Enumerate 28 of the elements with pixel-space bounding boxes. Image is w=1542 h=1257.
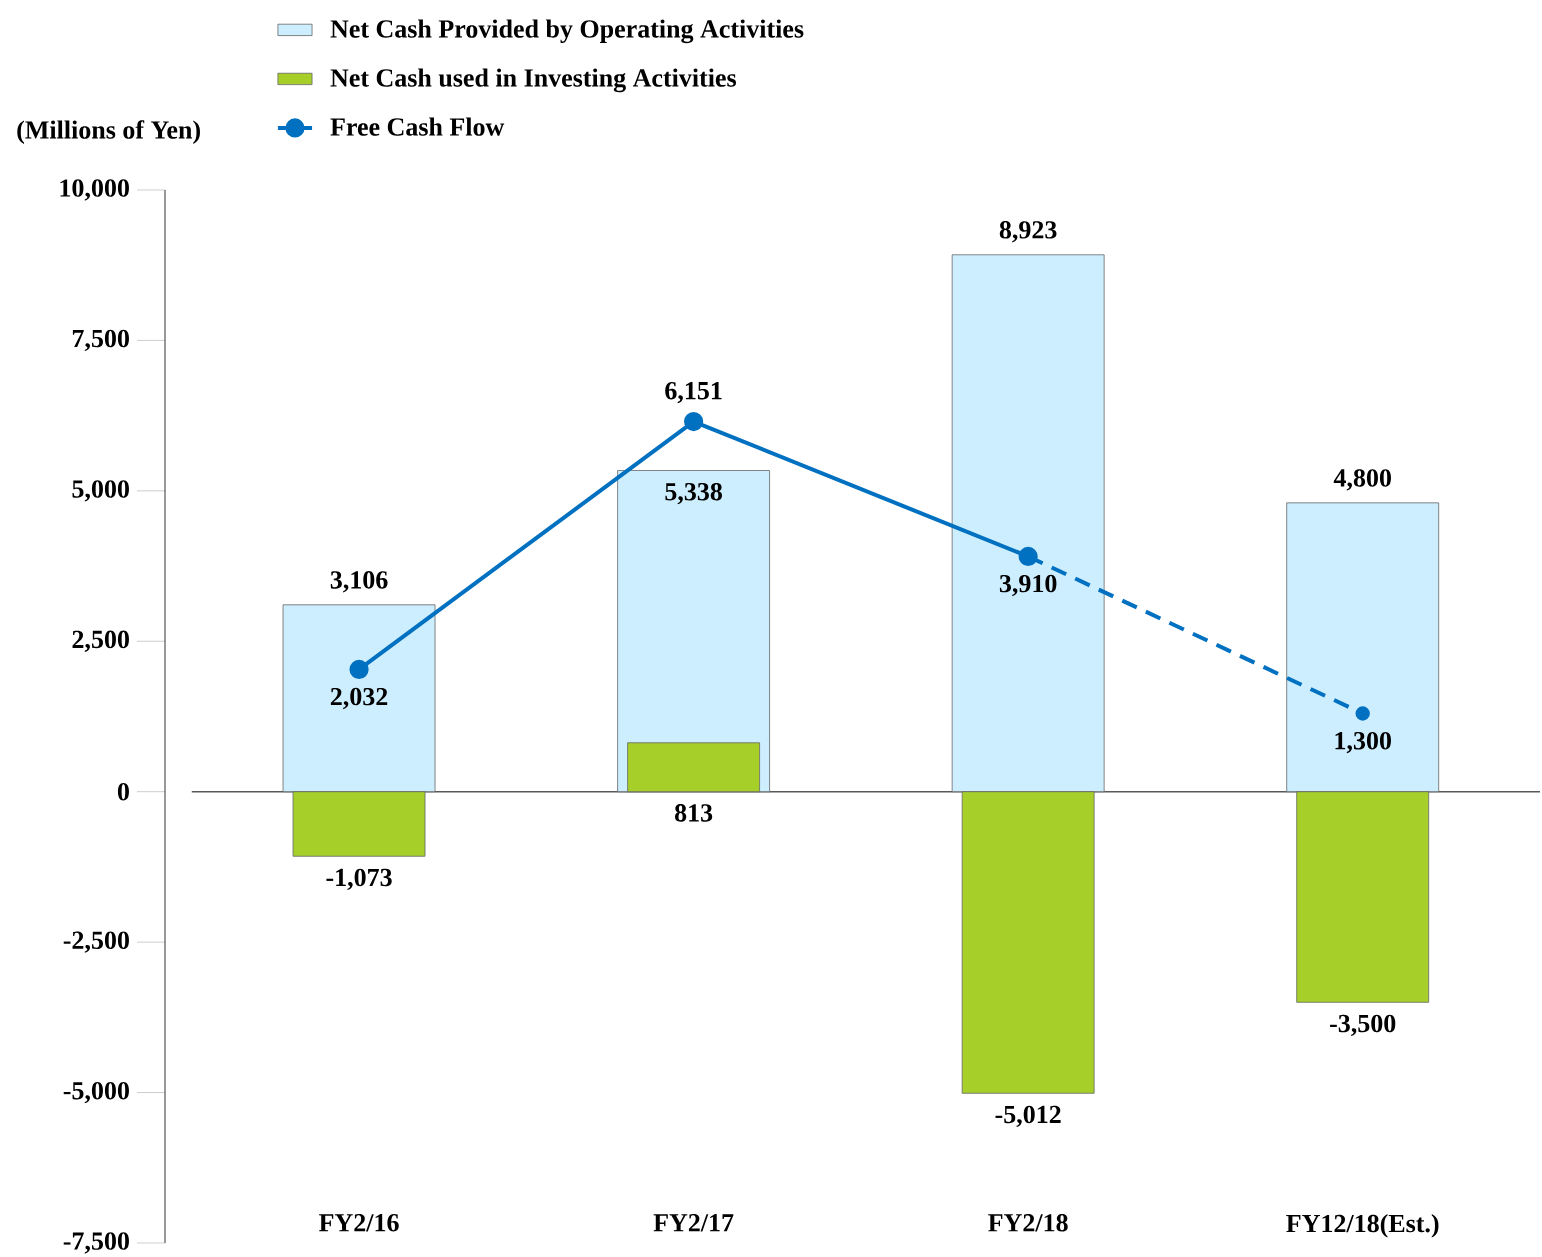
data-label: 4,800 [1333,469,1391,491]
legend-label: Free Cash Flow [330,117,505,136]
data-label: 813 [674,804,713,822]
data-label: 5,338 [665,482,722,505]
x-tick-label: FY2/18 [988,1214,1068,1232]
y-tick-label: 7,500 [72,329,129,352]
data-label: -5,012 [995,1105,1061,1127]
legend-label: Net Cash Provided by Operating Activities [330,19,804,44]
y-tick-label: -7,500 [63,1232,129,1254]
y-tick-label: 5,000 [72,480,129,502]
data-label: -3,500 [1330,1014,1396,1036]
x-tick-label: FY12/18(Est.) [1286,1214,1439,1238]
data-label: 2,032 [330,687,388,710]
x-tick-label: FY2/17 [653,1214,734,1232]
y-tick-label: 2,500 [72,630,129,652]
y-tick-label: -5,000 [63,1081,129,1104]
y-tick-label: -2,500 [63,931,129,953]
data-label: 6,151 [665,381,722,404]
legend-label: Net Cash used in Investing Activities [330,68,736,93]
y-tick-label: 0 [117,782,129,801]
y-tick-label: 10,000 [60,179,129,201]
data-label: 8,923 [999,221,1057,243]
data-label: -1,073 [326,868,392,890]
y-axis-title: (Millions of Yen) [17,120,200,144]
data-label: 1,300 [1335,731,1391,754]
data-label: 3,106 [330,571,388,593]
x-tick-label: FY2/16 [319,1214,399,1232]
data-label: 3,910 [999,574,1057,597]
